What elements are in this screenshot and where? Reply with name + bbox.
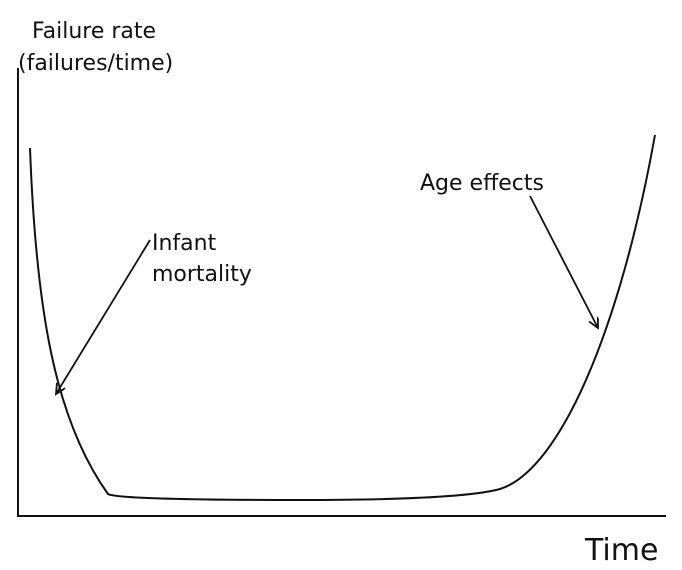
annotation: Age effects (420, 171, 544, 196)
y-axis-label: Failure rate (32, 19, 156, 44)
age-arrow (529, 195, 598, 328)
y-axis-label: (failures/time) (18, 51, 173, 76)
annotation: Infant (152, 231, 217, 256)
annotation: mortality (152, 262, 252, 287)
bathtub-curve (29, 134, 656, 502)
x-axis-label: Time (584, 533, 658, 566)
infant-arrow (56, 239, 151, 394)
